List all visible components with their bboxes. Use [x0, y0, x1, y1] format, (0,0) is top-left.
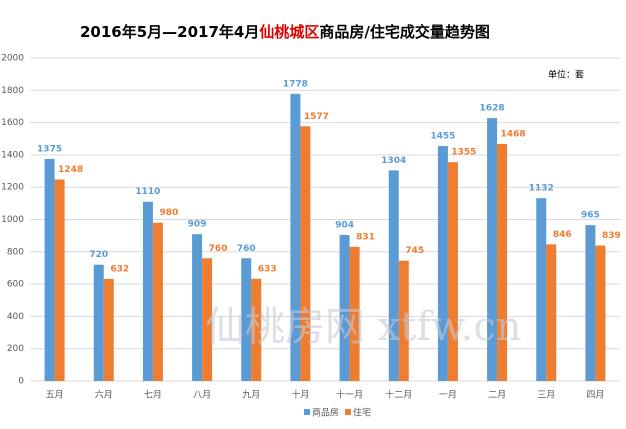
- value-label: 909: [188, 220, 207, 230]
- bar: [388, 170, 399, 381]
- y-tick-label: 2000: [1, 54, 24, 64]
- x-tick-label: 八月: [193, 390, 211, 401]
- bar: [251, 278, 262, 381]
- title-part: 2016年5月—2017年4月: [80, 23, 259, 41]
- x-tick-label: 四月: [586, 390, 604, 401]
- legend-label: 商品房: [312, 407, 339, 419]
- bar: [300, 126, 311, 381]
- y-tick-label: 1400: [1, 150, 24, 160]
- bar: [585, 225, 596, 381]
- value-label: 904: [335, 221, 354, 231]
- bar: [595, 245, 606, 381]
- value-label: 1375: [37, 144, 62, 154]
- bar: [44, 158, 55, 381]
- value-label: 1455: [430, 132, 455, 142]
- value-label: 1110: [135, 187, 160, 197]
- bar: [487, 118, 498, 381]
- y-tick-label: 1200: [1, 183, 24, 193]
- value-label: 965: [581, 211, 600, 221]
- value-label: 745: [405, 246, 424, 256]
- x-tick-label: 七月: [144, 390, 162, 401]
- title-part: 商品房/住宅成交量趋势图: [319, 23, 489, 41]
- bar: [103, 278, 114, 381]
- bar: [398, 260, 409, 381]
- y-tick-label: 400: [7, 312, 24, 322]
- value-label: 1355: [451, 148, 476, 158]
- x-tick-label: 一月: [439, 390, 457, 401]
- bar: [339, 235, 350, 381]
- legend-swatch: [345, 409, 352, 415]
- y-tick-label: 200: [7, 344, 24, 354]
- title-highlight: 仙桃城区: [259, 23, 319, 41]
- bar: [546, 244, 557, 381]
- bar: [93, 264, 104, 381]
- unit-label: 单位：套: [548, 69, 584, 81]
- value-label: 980: [160, 208, 179, 218]
- bar: [54, 179, 65, 381]
- x-tick-label: 二月: [488, 390, 506, 401]
- y-tick-label: 600: [7, 280, 24, 290]
- legend-label: 住宅: [353, 407, 371, 419]
- value-label: 1628: [480, 104, 505, 114]
- x-tick-label: 十月: [291, 389, 309, 401]
- value-label: 839: [602, 231, 621, 241]
- value-label: 1577: [304, 112, 329, 122]
- value-label: 760: [237, 244, 256, 254]
- y-tick-label: 1600: [1, 118, 24, 128]
- bar: [152, 222, 163, 381]
- bar: [437, 146, 448, 381]
- x-tick-label: 十二月: [385, 389, 412, 401]
- value-label: 720: [89, 250, 108, 260]
- value-label: 1778: [283, 79, 308, 89]
- x-tick-label: 十一月: [336, 389, 363, 401]
- value-label: 831: [356, 232, 375, 242]
- bar: [536, 198, 547, 381]
- value-label: 1468: [501, 129, 526, 139]
- bar: [349, 246, 360, 381]
- bar: [142, 201, 153, 381]
- value-label: 1304: [381, 156, 406, 166]
- value-label: 633: [258, 264, 277, 274]
- x-tick-label: 六月: [95, 389, 113, 401]
- bar: [290, 93, 301, 381]
- legend-swatch: [304, 409, 310, 415]
- x-tick-label: 九月: [242, 390, 260, 401]
- bar: [497, 143, 508, 381]
- y-tick-label: 800: [7, 247, 24, 257]
- y-tick-label: 1800: [1, 86, 24, 96]
- value-label: 1248: [58, 165, 83, 175]
- chart-title: 2016年5月—2017年4月仙桃城区商品房/住宅成交量趋势图: [80, 23, 490, 41]
- y-tick-label: 1000: [1, 215, 24, 225]
- bar: [192, 234, 203, 381]
- x-tick-label: 五月: [46, 390, 64, 401]
- y-tick-label: 0: [18, 377, 24, 387]
- value-label: 846: [553, 230, 572, 240]
- bar: [241, 258, 252, 381]
- value-label: 760: [209, 244, 228, 254]
- watermark: 仙桃房网 xtfw.cn: [205, 304, 522, 350]
- bar: [202, 258, 213, 381]
- bar: [447, 162, 458, 381]
- value-label: 632: [110, 264, 129, 274]
- x-tick-label: 三月: [537, 390, 555, 401]
- value-label: 1132: [529, 184, 554, 194]
